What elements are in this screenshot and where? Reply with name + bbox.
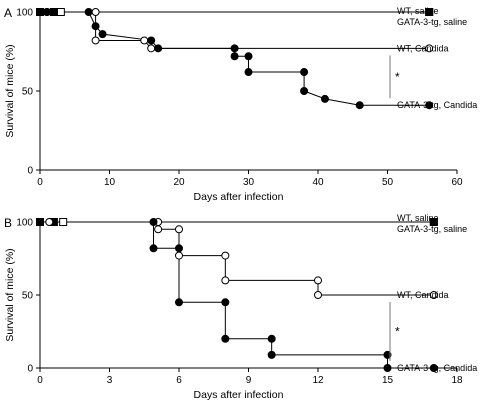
data-point-gata-3-tg-candida [320,94,329,103]
data-point-wt-candida [314,291,322,299]
data-point-wt-saline [59,218,68,226]
panel-a-chart: A 0 50 100 0 10 20 30 40 50 60 Days after infection… [4,6,477,203]
data-point-gata-3-tg-candida [98,30,107,39]
data-point-gata-3-tg-candida [221,334,230,343]
data-point-wt-candida [314,276,322,285]
series-label-wt-candida: WT, Candida [397,290,449,300]
y-tick-label: 50 [22,87,34,98]
series-label-gata-3-tg-candida: GATA-3-tg, Candida [397,100,477,110]
y-tick-label: 50 [22,291,34,302]
panel-b-chart: B 0 50 100 0 3 6 9 12 15 18 Days after infection Sur… [4,213,477,401]
data-point-gata-3-tg-candida [221,298,230,307]
data-point-gata-3-tg-saline [425,8,434,16]
x-tick-label: 3 [107,375,113,386]
data-point-wt-candida [147,44,156,53]
data-point-gata-3-tg-candida [149,244,158,253]
data-point-wt-candida [221,251,230,260]
data-point-wt-saline [56,8,65,16]
data-point-gata-3-tg-candida [267,350,276,359]
data-point-wt-candida [91,8,100,16]
data-point-gata-3-tg-candida [230,44,239,53]
data-point-gata-3-tg-candida [175,244,183,253]
data-point-wt-candida [140,36,149,45]
data-point-gata-3-tg-candida [42,8,51,16]
data-point-wt-candida [221,276,230,285]
x-tick-label: 9 [246,375,252,386]
data-point-wt-candida [91,36,100,45]
data-point-gata-3-tg-candida [383,364,392,372]
data-point-gata-3-tg-candida [36,218,44,226]
y-axis-title: Survival of mice (%) [4,248,16,341]
data-point-gata-3-tg-candida [175,298,183,307]
series-label-wt-saline: WT, saline [397,213,439,223]
x-tick-label: 12 [312,375,324,386]
x-axis-title: Days after infection [194,389,284,401]
series-label-wt-saline: WT, saline [397,6,439,16]
data-point-gata-3-tg-candida [84,8,93,16]
data-point-gata-3-tg-candida [355,101,364,110]
data-point-gata-3-tg-candida [425,101,434,110]
series-label-gata-3-tg-saline: GATA-3-tg, saline [397,17,467,27]
data-point-gata-3-tg-candida [244,68,253,77]
series-label-gata-3-tg-candida: GATA-3-tg, Candida [397,363,477,373]
y-tick-label: 0 [27,364,33,375]
x-tick-label: 18 [451,375,463,386]
significance-star: * [395,70,400,84]
x-axis-title: Days after infection [194,191,284,203]
x-tick-label: 15 [382,375,394,386]
x-tick-label: 0 [37,375,43,386]
data-point-gata-3-tg-saline [429,218,438,226]
data-point-gata-3-tg-candida [267,334,276,343]
x-tick-label: 20 [173,177,185,188]
data-point-wt-candida [425,44,434,53]
data-point-gata-3-tg-candida [230,52,239,61]
data-point-gata-3-tg-candida [244,52,253,61]
series-label-gata-3-tg-saline: GATA-3-tg, saline [397,224,467,234]
series-label-wt-candida: WT, Candida [397,43,449,53]
data-point-gata-3-tg-candida [91,22,100,31]
y-axis-title: Survival of mice (%) [4,44,16,137]
data-point-gata-3-tg-candida [300,87,309,95]
x-tick-label: 6 [176,375,182,386]
y-tick-label: 100 [16,8,33,19]
significance-star: * [395,325,400,339]
x-tick-label: 50 [382,177,394,188]
panel-label: B [4,216,12,230]
data-point-gata-3-tg-candida [36,8,44,16]
x-tick-label: 60 [451,177,463,188]
data-point-wt-candida [175,225,183,234]
data-point-wt-candida [45,218,54,226]
x-tick-label: 30 [243,177,255,188]
x-tick-label: 0 [37,177,43,188]
data-point-gata-3-tg-candida [154,44,163,53]
data-point-gata-3-tg-saline [49,8,58,16]
data-point-gata-3-tg-candida [300,68,309,77]
data-point-gata-3-tg-candida [383,350,392,359]
data-point-wt-candida [429,291,438,299]
data-point-gata-3-tg-candida [429,364,438,372]
series-line-wt-candida [40,221,434,296]
data-point-wt-candida [175,251,183,260]
data-point-gata-3-tg-candida [149,218,158,226]
data-point-gata-3-tg-candida [147,36,156,45]
y-tick-label: 0 [27,166,33,177]
y-tick-label: 100 [16,218,33,229]
x-tick-label: 40 [312,177,324,188]
panel-label: A [4,6,12,20]
data-point-wt-candida [154,225,163,234]
x-tick-label: 10 [104,177,116,188]
